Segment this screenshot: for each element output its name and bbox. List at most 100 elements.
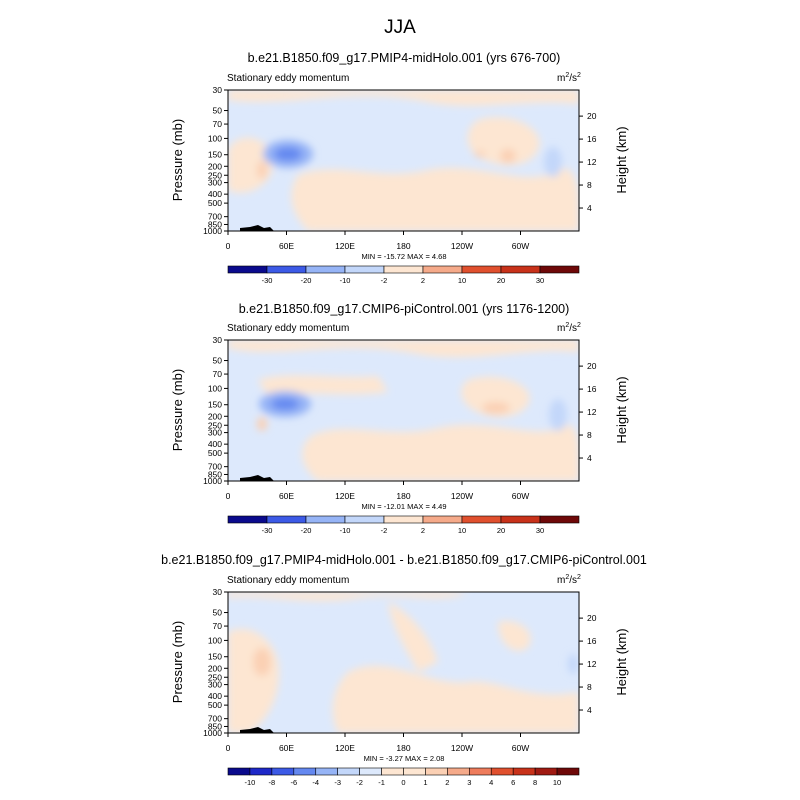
height-tick-label: 8 — [587, 180, 592, 190]
colorbar-label: 0 — [401, 778, 405, 787]
y-tick-label: 300 — [208, 178, 222, 188]
y-tick-label: 30 — [213, 335, 223, 345]
panel-2: b.e21.B1850.f09_g17.CMIP6-piControl.001 … — [170, 302, 629, 535]
positive-region — [228, 137, 274, 193]
height-tick-label: 20 — [587, 361, 597, 371]
colorbar-box — [556, 767, 580, 776]
x-tick-label: 120W — [451, 743, 473, 753]
height-tick-label: 4 — [587, 453, 592, 463]
y-tick-label: 500 — [208, 448, 222, 458]
colorbar-box — [447, 767, 470, 776]
y-tick-label: 300 — [208, 428, 222, 438]
topography — [240, 727, 274, 733]
topography — [240, 225, 274, 231]
y-tick-label: 50 — [213, 106, 223, 116]
y-tick-label: 1000 — [203, 728, 222, 738]
height-tick-label: 20 — [587, 111, 597, 121]
y-tick-label: 70 — [213, 621, 223, 631]
colorbar-box — [403, 767, 426, 776]
x-tick-label: 60W — [512, 743, 529, 753]
colorbar-label: -1 — [378, 778, 385, 787]
x-tick-label: 0 — [226, 491, 231, 501]
panel-title: b.e21.B1850.f09_g17.PMIP4-midHolo.001 (y… — [248, 51, 561, 65]
colorbar-box — [539, 515, 580, 524]
positive-region — [332, 665, 579, 733]
y-tick-label: 850 — [208, 469, 222, 479]
positive-core — [474, 151, 486, 157]
y-tick-label: 250 — [208, 170, 222, 180]
right-axis-label: Height (km) — [614, 628, 629, 695]
height-tick-label: 16 — [587, 384, 597, 394]
colorbar-label: 10 — [458, 526, 466, 535]
y-tick-label: 200 — [208, 411, 222, 421]
x-tick-label: 120W — [451, 241, 473, 251]
colorbar-label: 30 — [536, 526, 544, 535]
colorbar-box — [227, 265, 268, 274]
colorbar-label: -3 — [334, 778, 341, 787]
min-max-stats: MIN = -3.27 MAX = 2.08 — [364, 754, 445, 763]
negative-core — [544, 147, 562, 177]
colorbar-box — [337, 767, 360, 776]
y-tick-label: 700 — [208, 462, 222, 472]
y-tick-label: 200 — [208, 663, 222, 673]
x-tick-label: 120E — [335, 491, 355, 501]
colorbar-label: 2 — [421, 276, 425, 285]
height-tick-label: 8 — [587, 430, 592, 440]
topography — [240, 475, 274, 481]
y-tick-label: 150 — [208, 400, 222, 410]
colorbar-box — [534, 767, 558, 776]
colorbar-label: -2 — [356, 778, 363, 787]
y-tick-label: 250 — [208, 672, 222, 682]
x-tick-label: 120E — [335, 743, 355, 753]
y-tick-label: 850 — [208, 219, 222, 229]
positive-core — [482, 402, 510, 414]
positive-region — [498, 621, 531, 651]
colorbar-label: 2 — [421, 526, 425, 535]
colorbar-box — [425, 767, 448, 776]
units-label: m2/s2 — [557, 72, 581, 84]
height-tick-label: 20 — [587, 613, 597, 623]
y-tick-label: 200 — [208, 161, 222, 171]
height-tick-label: 12 — [587, 157, 597, 167]
colorbar-label: 4 — [489, 778, 493, 787]
y-axis-label: Pressure (mb) — [170, 369, 185, 451]
positive-region — [461, 376, 530, 417]
colorbar-box — [305, 265, 346, 274]
y-tick-label: 850 — [208, 721, 222, 731]
colorbar-label: 20 — [497, 526, 505, 535]
x-tick-label: 120W — [451, 491, 473, 501]
y-tick-label: 50 — [213, 356, 223, 366]
panel-title: b.e21.B1850.f09_g17.CMIP6-piControl.001 … — [239, 302, 570, 316]
left-label: Stationary eddy momentum — [227, 575, 349, 586]
colorbar-label: 8 — [533, 778, 537, 787]
colorbar-box — [315, 767, 338, 776]
colorbar-label: -6 — [290, 778, 297, 787]
colorbar-box — [227, 515, 268, 524]
colorbar-box — [359, 767, 382, 776]
colorbar-box — [461, 515, 502, 524]
colorbar-box — [293, 767, 317, 776]
positive-core — [257, 161, 267, 179]
x-tick-label: 180 — [396, 743, 410, 753]
right-axis-label: Height (km) — [614, 126, 629, 193]
colorbar-label: -10 — [340, 526, 351, 535]
height-tick-label: 16 — [587, 636, 597, 646]
y-tick-label: 500 — [208, 198, 222, 208]
y-tick-label: 700 — [208, 212, 222, 222]
colorbar-label: 10 — [553, 778, 561, 787]
colorbar-box — [539, 265, 580, 274]
y-axis-label: Pressure (mb) — [170, 119, 185, 201]
min-max-stats: MIN = -15.72 MAX = 4.68 — [361, 252, 446, 261]
units-label: m2/s2 — [557, 574, 581, 586]
height-tick-label: 4 — [587, 203, 592, 213]
positive-core — [257, 417, 267, 431]
colorbar-label: -30 — [262, 526, 273, 535]
colorbar-box — [344, 265, 385, 274]
colorbar-label: 30 — [536, 276, 544, 285]
colorbar-box — [500, 265, 541, 274]
y-axis-label: Pressure (mb) — [170, 621, 185, 703]
colorbar-label: -2 — [381, 526, 388, 535]
colorbar-box — [422, 515, 463, 524]
negative-core — [549, 399, 567, 431]
